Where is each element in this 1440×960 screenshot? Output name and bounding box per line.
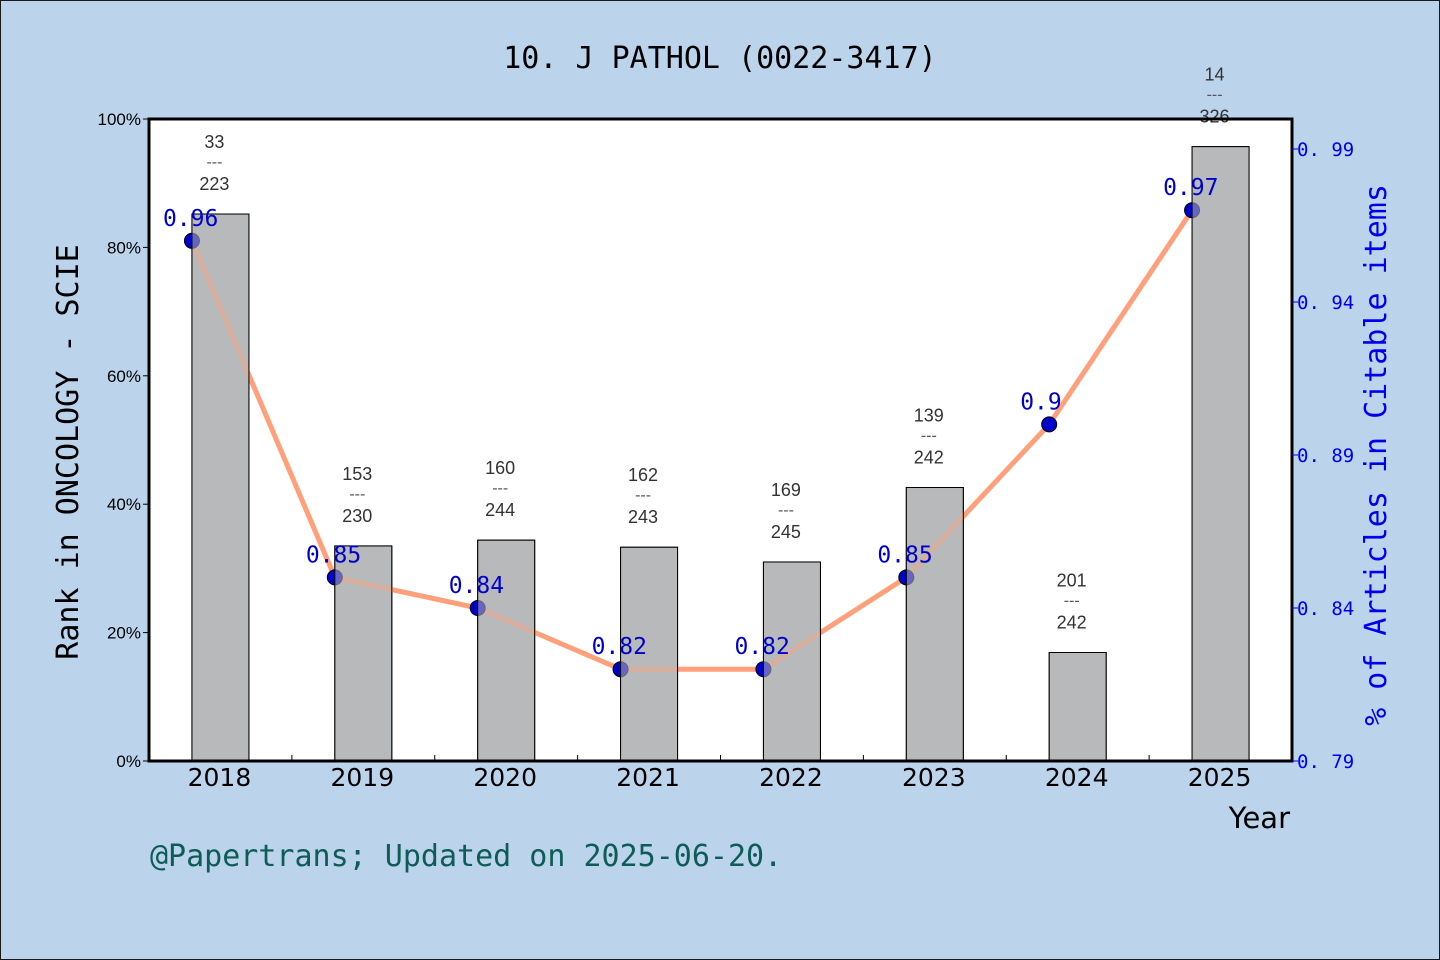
right-axis-ticks: 0. 79 0. 84 0. 89 0. 94 0. 99: [1292, 139, 1354, 773]
point-label-2020: 0.84: [449, 573, 504, 599]
svg-text:---: ---: [778, 502, 794, 519]
left-tick-label: 20%: [107, 624, 141, 643]
point-label-2024: 0.9: [1020, 389, 1062, 415]
bar-overlay-2022: [762, 561, 821, 762]
bar-overlay-2021: [620, 546, 679, 762]
svg-text:160: 160: [485, 458, 515, 478]
left-axis-label: Rank in ONCOLOGY - SCIE: [51, 244, 86, 659]
bar-overlay-2018: [191, 213, 250, 762]
bar-overlay-2025: [1191, 146, 1250, 762]
bar-overlay-2020: [477, 539, 536, 762]
left-tick-label: 80%: [107, 238, 141, 257]
svg-text:---: ---: [1207, 87, 1223, 104]
right-tick-label: 0. 79: [1297, 751, 1354, 773]
right-axis-label: % of Articles in Citable items: [1359, 184, 1394, 726]
svg-text:33: 33: [204, 132, 224, 152]
svg-text:242: 242: [1057, 613, 1087, 633]
fraction-label-2025: 14 --- 326: [1200, 65, 1230, 127]
right-tick-label: 0. 94: [1297, 292, 1354, 314]
fraction-label-2019: 153 --- 230: [342, 464, 372, 526]
footer-credit: @Papertrans; Updated on 2025-06-20.: [150, 839, 782, 874]
x-tick-label: 2018: [188, 763, 252, 792]
left-tick-label: 100%: [98, 110, 141, 129]
svg-text:153: 153: [342, 464, 372, 484]
fraction-label-2024: 201 --- 242: [1057, 571, 1087, 633]
svg-text:201: 201: [1057, 571, 1087, 591]
rank-fraction-labels: 33 --- 223 153 --- 230 160 --- 244 162 --- 243 169 --…: [199, 65, 1229, 633]
point-label-2018: 0.96: [163, 206, 218, 232]
chart-title: 10. J PATHOL (0022-3417): [503, 41, 936, 76]
x-tick-label: 2023: [902, 763, 966, 792]
x-tick-label: 2021: [616, 763, 680, 792]
svg-text:---: ---: [349, 486, 365, 503]
fraction-label-2018: 33 --- 223: [199, 132, 229, 194]
svg-text:162: 162: [628, 465, 658, 485]
line-point-labels: 0.96 0.85 0.84 0.82 0.82 0.85 0.9 0.97: [163, 175, 1219, 660]
x-tick-label: 2024: [1045, 763, 1109, 792]
svg-text:245: 245: [771, 522, 801, 542]
point-label-2022: 0.82: [734, 634, 789, 660]
x-tick-label: 2019: [331, 763, 395, 792]
point-label-2025: 0.97: [1163, 175, 1218, 201]
left-tick-label: 0%: [116, 752, 141, 771]
svg-text:242: 242: [914, 448, 944, 468]
bar-overlay-2024: [1048, 652, 1107, 762]
bar-overlay-2019: [334, 545, 393, 762]
svg-text:---: ---: [635, 487, 651, 504]
fraction-label-2021: 162 --- 243: [628, 465, 658, 527]
left-axis-ticks: 0% 20% 40% 60% 80% 100%: [98, 110, 149, 771]
point-label-2021: 0.82: [592, 634, 647, 660]
svg-text:244: 244: [485, 500, 515, 520]
x-axis-label: Year: [1228, 801, 1290, 835]
svg-text:243: 243: [628, 507, 658, 527]
right-tick-label: 0. 99: [1297, 139, 1354, 161]
marker-2024: [1041, 416, 1058, 433]
point-label-2019: 0.85: [306, 542, 361, 568]
x-tick-label: 2025: [1188, 763, 1252, 792]
x-tick-label: 2020: [473, 763, 537, 792]
x-tick-label: 2022: [759, 763, 823, 792]
svg-text:326: 326: [1200, 107, 1230, 127]
fraction-label-2020: 160 --- 244: [485, 458, 515, 520]
fraction-label-2022: 169 --- 245: [771, 480, 801, 542]
svg-text:---: ---: [921, 428, 937, 445]
right-tick-label: 0. 89: [1297, 445, 1354, 467]
svg-text:---: ---: [1064, 593, 1080, 610]
svg-text:169: 169: [771, 480, 801, 500]
left-tick-label: 40%: [107, 495, 141, 514]
svg-text:223: 223: [199, 174, 229, 194]
svg-text:230: 230: [342, 506, 372, 526]
bar-overlay: [191, 146, 1250, 762]
plot-area: [149, 119, 1292, 761]
x-axis-ticks: 2018 2019 2020 2021 2022 2023 2024 2025: [188, 755, 1252, 792]
svg-text:---: ---: [206, 154, 222, 171]
bar-overlay-2023: [905, 487, 964, 762]
right-tick-label: 0. 84: [1297, 598, 1354, 620]
left-tick-label: 60%: [107, 367, 141, 386]
point-label-2023: 0.85: [877, 542, 932, 568]
svg-text:14: 14: [1205, 65, 1225, 85]
svg-text:139: 139: [914, 406, 944, 426]
svg-text:---: ---: [492, 480, 508, 497]
fraction-label-2023: 139 --- 242: [914, 406, 944, 468]
